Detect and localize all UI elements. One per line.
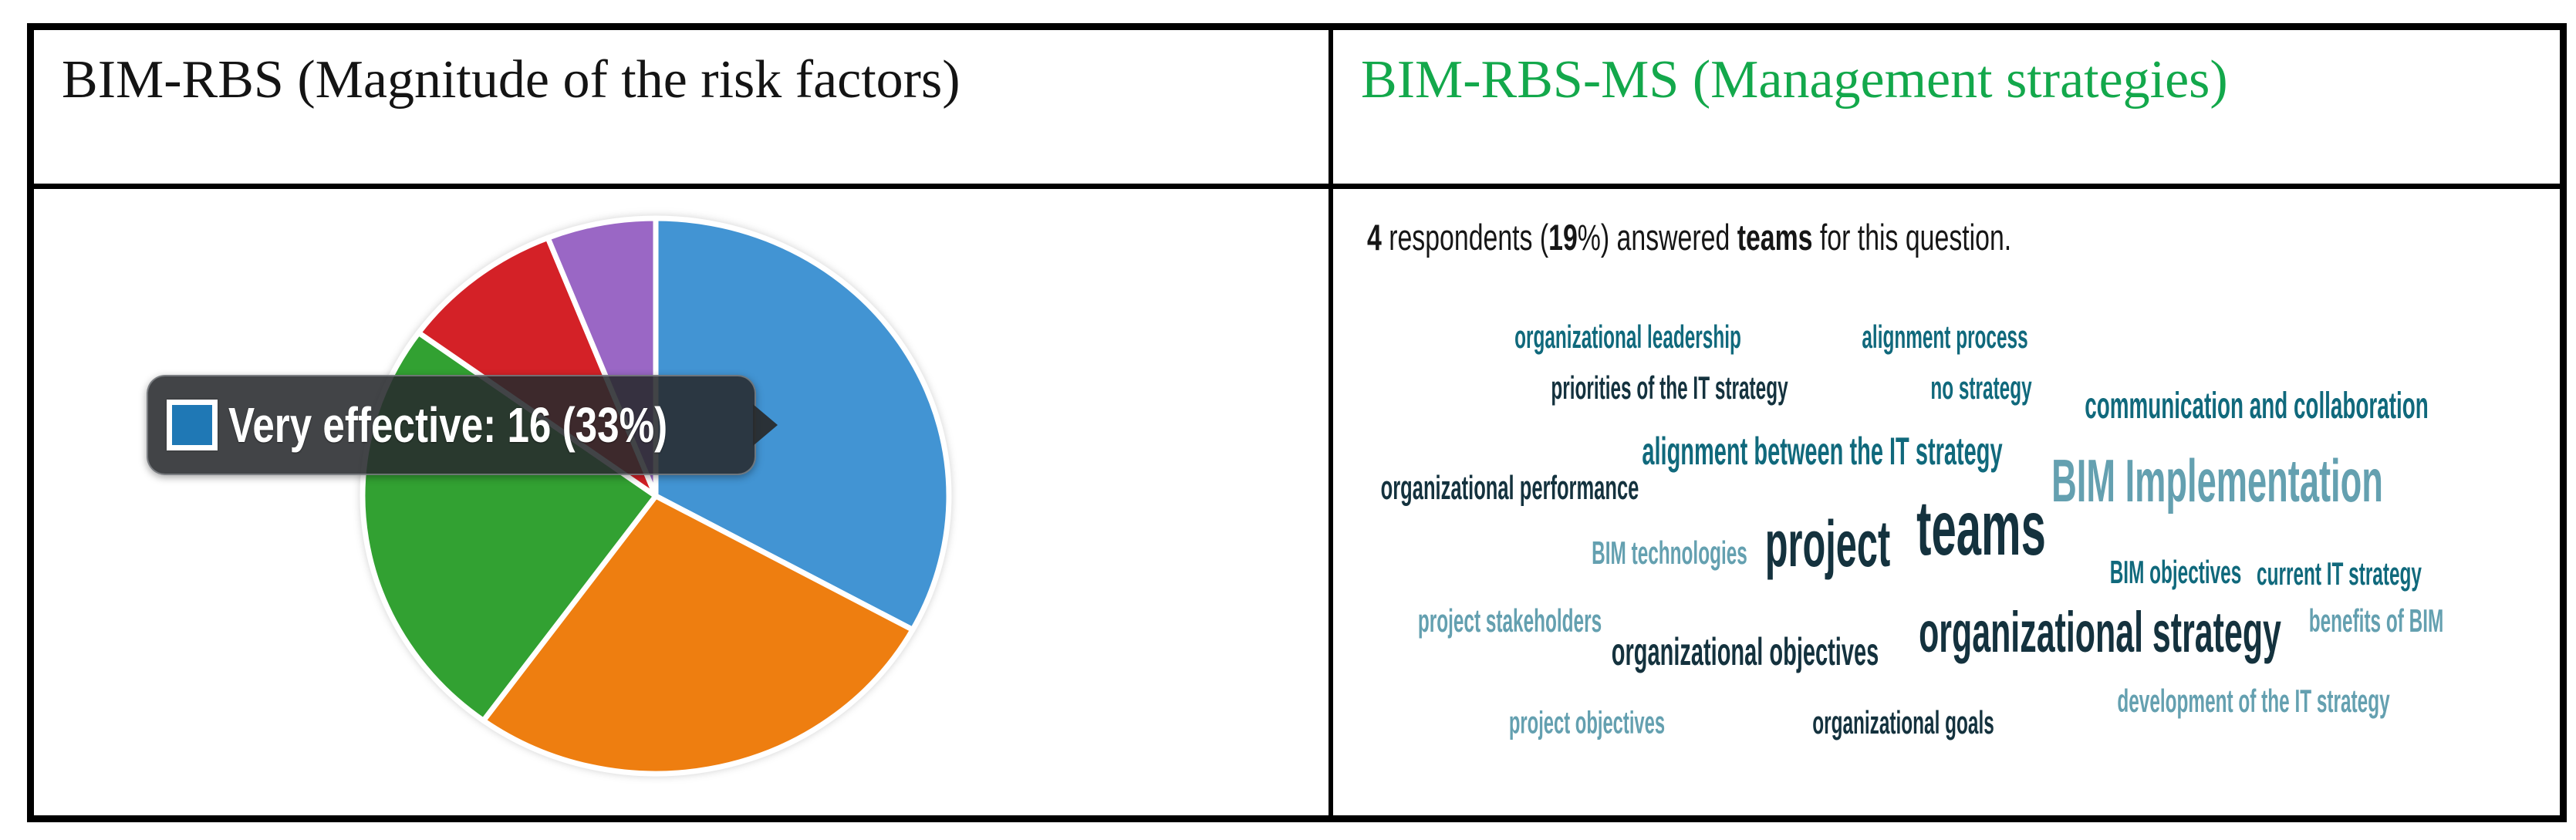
- sentence-segment: for this question.: [1812, 217, 2012, 258]
- tooltip-text: Very effective: 16 (33%): [228, 397, 668, 453]
- right-panel-header: BIM-RBS-MS (Management strategies): [1329, 30, 2560, 189]
- respondents-sentence: 4 respondents (19%) answered teams for t…: [1367, 217, 2011, 258]
- left-panel-title: BIM-RBS (Magnitude of the risk factors): [62, 50, 961, 110]
- sentence-segment: 4: [1367, 217, 1382, 258]
- tooltip-pointer-icon: [753, 404, 778, 446]
- pie-chart-panel: Very effective: 16 (33%): [34, 189, 1329, 815]
- word-cloud: organizational leadership alignment proce…: [1333, 189, 2560, 815]
- word-cloud-word[interactable]: organizational goals: [1812, 703, 1995, 740]
- word-cloud-panel: 4 respondents (19%) answered teams for t…: [1329, 189, 2560, 815]
- figure-table: BIM-RBS (Magnitude of the risk factors) …: [27, 23, 2567, 822]
- word-cloud-word[interactable]: BIM technologies: [1591, 534, 1747, 571]
- word-cloud-word[interactable]: organizational performance: [1380, 469, 1639, 508]
- sentence-segment: respondents (: [1381, 217, 1549, 258]
- word-cloud-word[interactable]: organizational objectives: [1611, 630, 1879, 674]
- sentence-segment: teams: [1737, 217, 1813, 258]
- pie-slice[interactable]: [653, 215, 952, 633]
- sentence-segment: 19: [1548, 217, 1578, 258]
- pie-slice[interactable]: [481, 493, 916, 777]
- word-cloud-word[interactable]: project objectives: [1509, 704, 1666, 740]
- left-panel-header: BIM-RBS (Magnitude of the risk factors): [34, 30, 1329, 189]
- sentence-segment: %) answered: [1577, 217, 1737, 258]
- word-cloud-word[interactable]: benefits of BIM: [2308, 602, 2443, 639]
- word-cloud-word[interactable]: alignment between the IT strategy: [1642, 430, 2004, 474]
- word-cloud-word[interactable]: BIM objectives: [2110, 553, 2242, 590]
- word-cloud-word[interactable]: organizational strategy: [1918, 599, 2281, 664]
- word-cloud-word[interactable]: project: [1764, 508, 1890, 581]
- word-cloud-word[interactable]: no strategy: [1929, 369, 2032, 407]
- word-cloud-word[interactable]: current IT strategy: [2256, 555, 2422, 592]
- word-cloud-word[interactable]: alignment process: [1862, 319, 2029, 356]
- word-cloud-word[interactable]: communication and collaboration: [2085, 385, 2429, 427]
- word-cloud-word[interactable]: priorities of the IT strategy: [1551, 369, 1788, 407]
- pie-tooltip: Very effective: 16 (33%): [147, 375, 778, 475]
- word-cloud-word[interactable]: project stakeholders: [1417, 602, 1602, 639]
- word-cloud-word[interactable]: organizational leadership: [1514, 319, 1741, 356]
- right-panel-title: BIM-RBS-MS (Management strategies): [1361, 50, 2228, 110]
- pie-chart: [360, 215, 952, 777]
- word-cloud-word[interactable]: teams: [1916, 485, 2046, 572]
- tooltip-series-swatch: [167, 400, 218, 450]
- word-cloud-word[interactable]: BIM Implementation: [2051, 446, 2384, 514]
- word-cloud-word[interactable]: development of the IT strategy: [2116, 683, 2390, 720]
